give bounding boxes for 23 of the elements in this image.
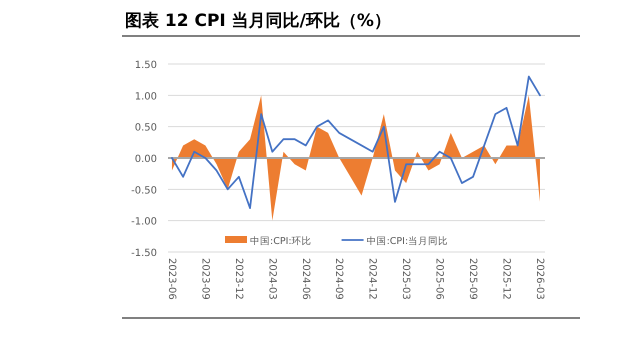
x-tick-label: 2024-06 [300,258,311,300]
legend-label: 中国:CPI:当月同比 [366,235,448,247]
y-tick-label: -1.50 [131,248,157,259]
y-tick-label: 1.00 [134,91,157,102]
x-tick-label: 2024-09 [333,258,344,300]
x-tick-label: 2025-12 [500,258,512,300]
x-tick-label: 2025-09 [467,258,478,300]
y-tick-label: 0.50 [134,122,157,134]
y-tick-label: 0.00 [134,154,157,165]
x-tick-label: 2024-12 [366,258,378,300]
x-tick-label: 2025-06 [434,258,445,300]
y-tick-label: -1.00 [131,216,157,228]
y-tick-label: 1.50 [134,60,157,71]
x-tick-label: 2024-03 [266,258,278,300]
line-series [171,76,541,210]
x-tick-label: 2025-03 [400,258,412,300]
x-tick-label: 2023-09 [199,258,210,300]
legend-label: 中国:CPI:环比 [250,235,312,247]
y-tick-label: -0.50 [131,185,157,196]
x-tick-label: 2026-03 [534,258,545,300]
x-tick-label: 2023-12 [232,258,244,300]
chart-title: 图表 12 CPI 当月同比/环比（%） [125,11,391,31]
x-tick-label: 2023-06 [166,258,177,300]
